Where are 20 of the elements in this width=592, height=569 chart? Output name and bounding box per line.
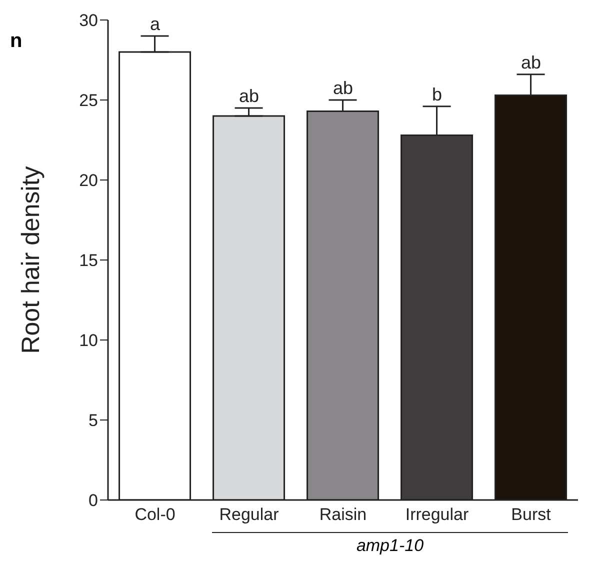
annotation: ab	[332, 78, 354, 98]
text: amp1-10	[355, 536, 425, 556]
y-tick-label: 30	[79, 11, 98, 30]
y-tick-label: 25	[79, 91, 98, 110]
y-tick-label: 10	[79, 331, 98, 350]
x-tick-label: Col-0	[134, 505, 176, 524]
y-tick-label: 20	[79, 171, 98, 190]
text: n	[10, 30, 22, 53]
x-tick-label: Burst	[511, 505, 552, 524]
y-tick-label: 0	[88, 491, 98, 510]
x-tick-label: Raisin	[319, 505, 367, 524]
x-tick-label: Regular	[219, 505, 280, 524]
annotation: b	[432, 84, 442, 104]
annotation: a	[150, 14, 161, 34]
y-axis-title: Root hair density	[16, 166, 45, 354]
annotation: ab	[238, 86, 260, 106]
y-tick-label: 5	[88, 411, 98, 430]
annotation: ab	[520, 52, 542, 72]
x-tick-label: Irregular	[405, 505, 469, 524]
y-tick-label: 15	[79, 251, 98, 270]
